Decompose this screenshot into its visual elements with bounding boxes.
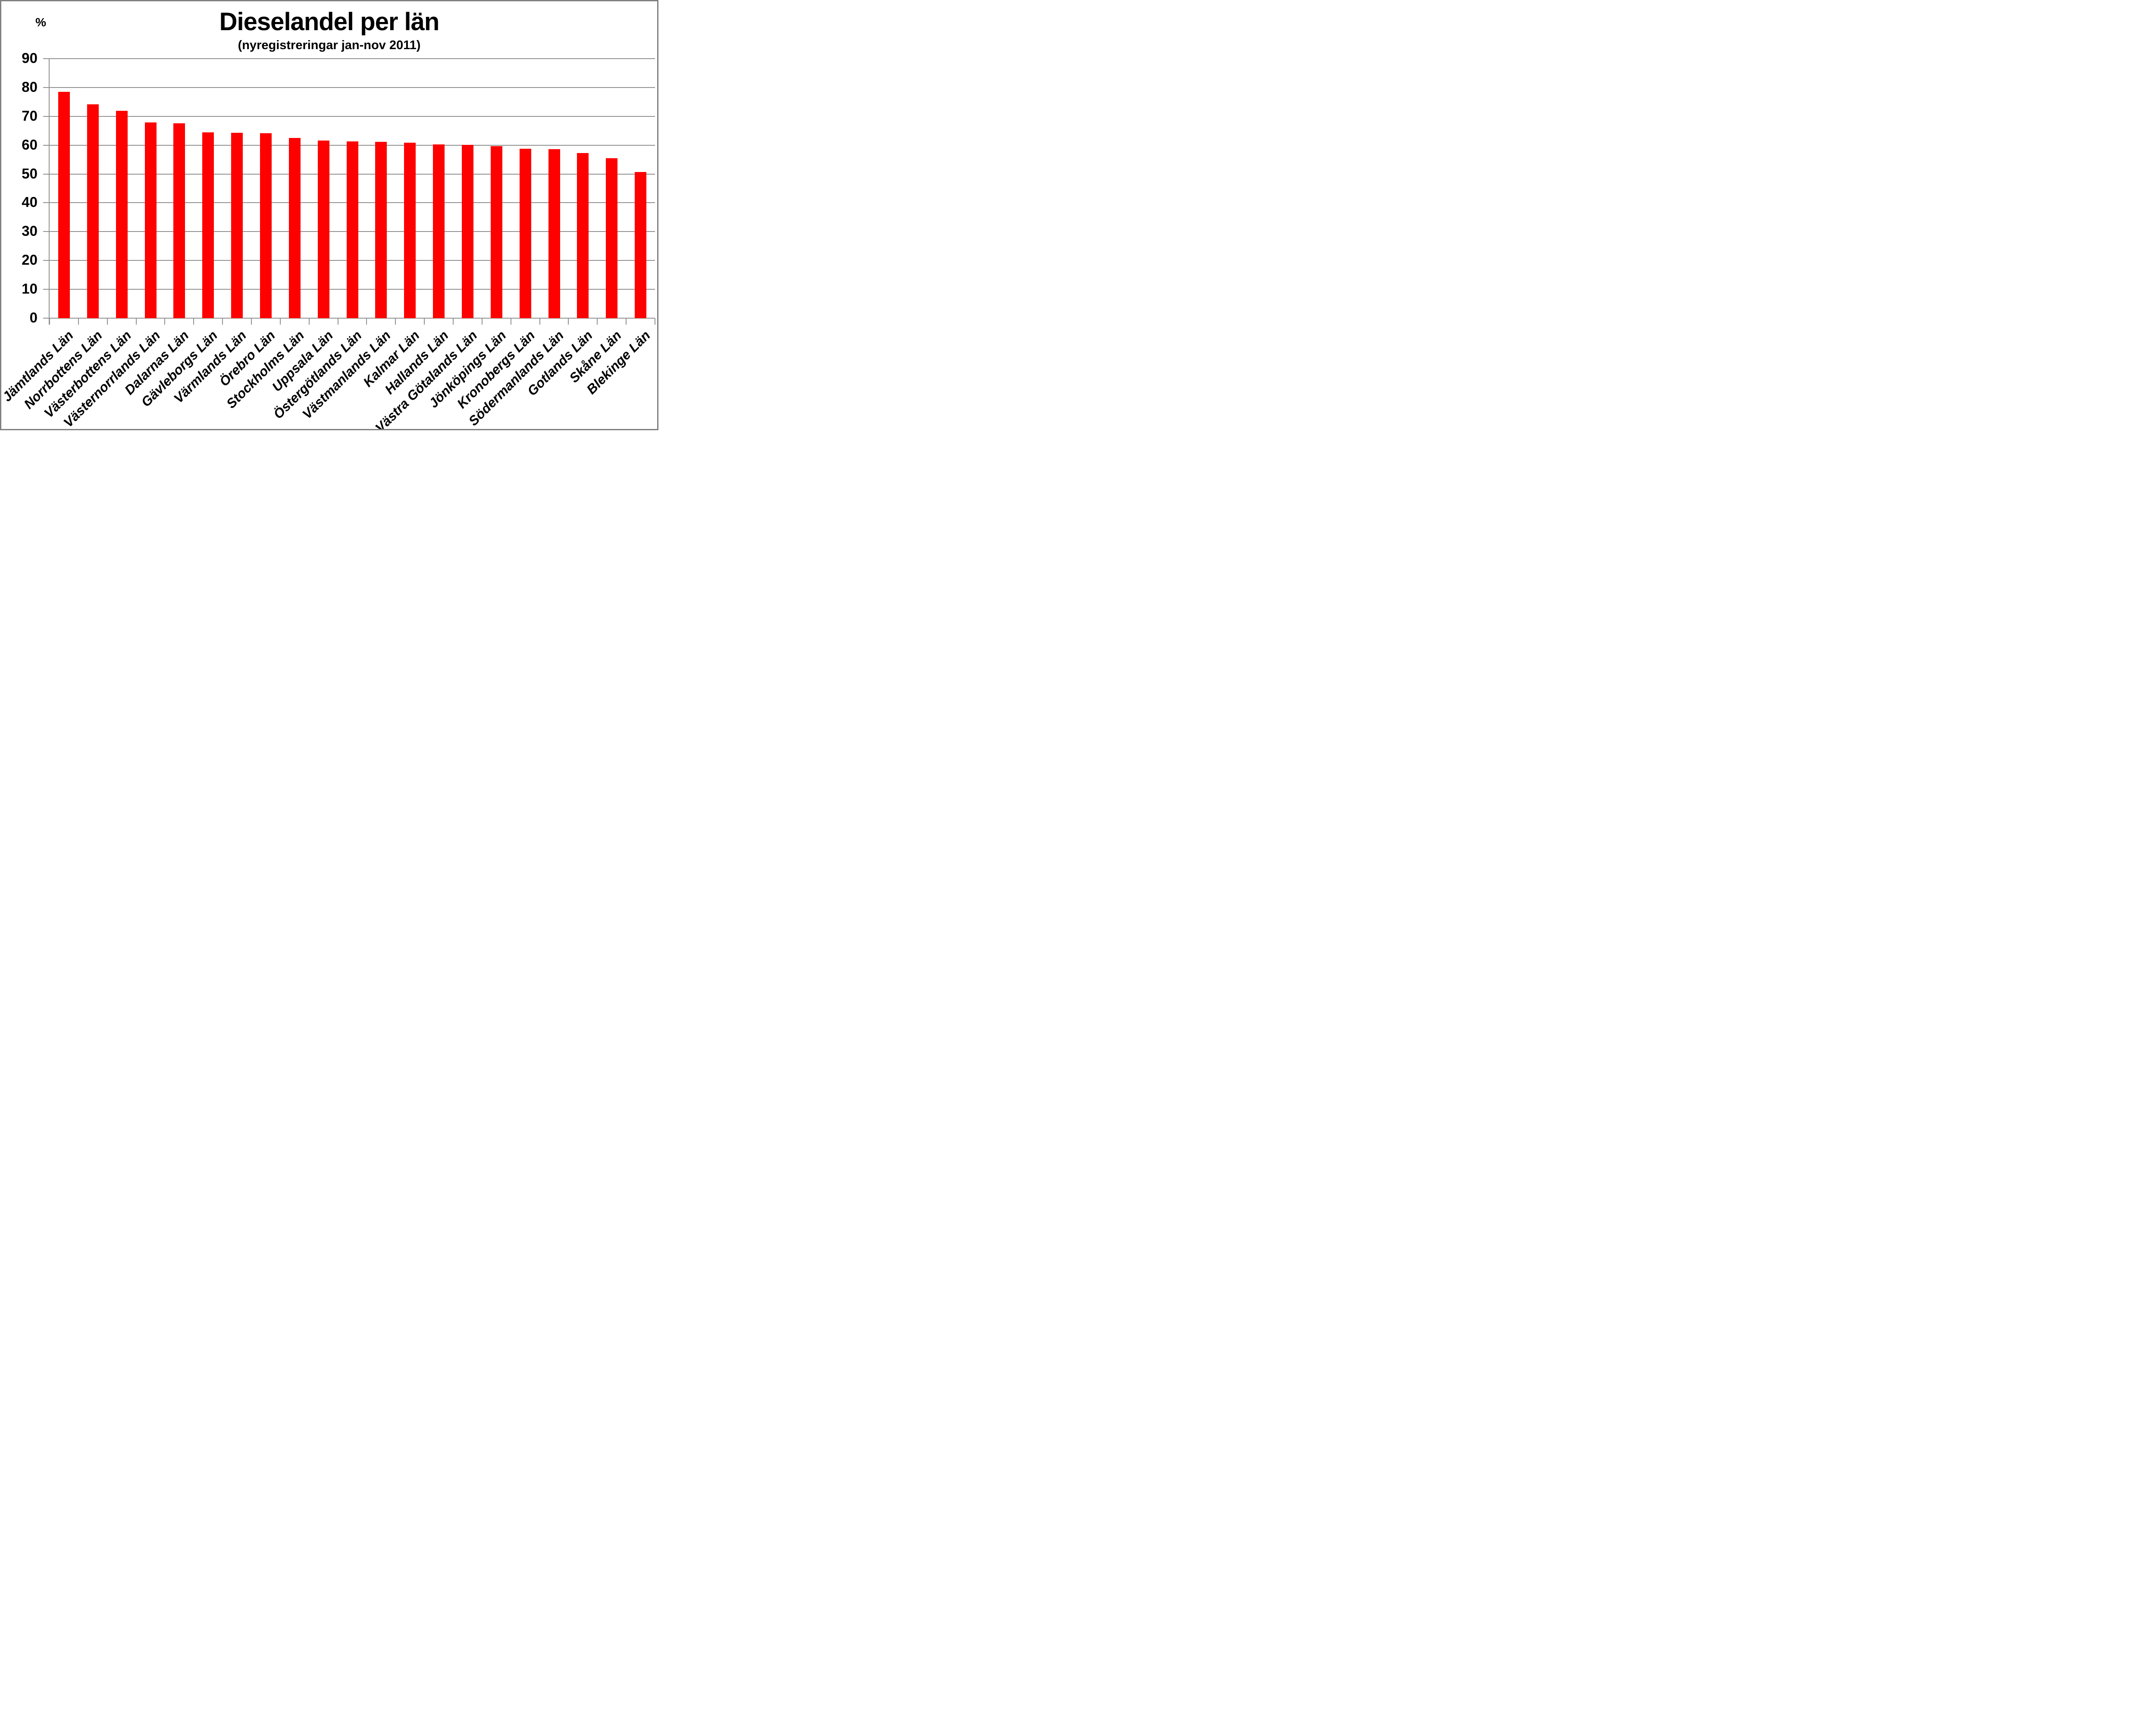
bar-blekinge-l-n [635, 172, 647, 318]
x-tick-2 [107, 318, 108, 325]
gridline-80 [43, 87, 655, 88]
x-tick-20 [626, 318, 627, 325]
bar-hallands-l-n [433, 144, 445, 318]
bar-v-stra-g-talands-l-n [461, 144, 473, 318]
bar-s-dermanlands-l-n [548, 149, 560, 318]
bar-uppsala-l-n [317, 140, 329, 318]
bar-v-sterbottens-l-n [116, 111, 128, 318]
chart-title: Dieselandel per län [219, 8, 440, 36]
x-tick-1 [78, 318, 79, 325]
y-tick-label-40: 40 [22, 194, 38, 210]
x-tick-15 [481, 318, 483, 325]
bar--sterg-tlands-l-n [346, 141, 358, 318]
y-tick-label-30: 30 [22, 223, 38, 239]
y-axis-line [49, 59, 50, 325]
y-tick-label-0: 0 [29, 310, 38, 325]
bar-g-vleborgs-l-n [202, 132, 214, 318]
gridline-90 [43, 58, 655, 59]
x-tick-6 [222, 318, 223, 325]
bar-j-mtlands-l-n [58, 91, 70, 318]
x-tick-19 [597, 318, 598, 325]
x-tick-7 [251, 318, 252, 325]
chart-canvas: Dieselandel per län (nyregistreringar ja… [0, 0, 658, 430]
y-tick-label-70: 70 [22, 107, 38, 124]
x-tick-3 [135, 318, 137, 325]
x-tick-4 [164, 318, 166, 325]
bar-v-rmlands-l-n [231, 132, 243, 318]
x-tick-12 [395, 318, 396, 325]
bar-norrbottens-l-n [87, 104, 99, 318]
x-tick-18 [568, 318, 569, 325]
chart-subtitle: (nyregistreringar jan-nov 2011) [238, 38, 421, 52]
gridline-0 [43, 318, 655, 319]
bar-sk-ne-l-n [606, 158, 618, 318]
gridline-70 [43, 116, 655, 117]
bar-v-stmanlands-l-n [375, 141, 387, 318]
y-tick-label-20: 20 [22, 252, 38, 268]
bar--rebro-l-n [260, 133, 272, 318]
y-tick-label-90: 90 [22, 50, 38, 66]
x-tick-14 [453, 318, 454, 325]
y-axis-unit-label: % [35, 16, 46, 29]
bar-j-nk-pings-l-n [490, 146, 502, 318]
bar-gotlands-l-n [577, 153, 589, 318]
bar-v-sternorrlands-l-n [144, 122, 157, 318]
x-tick-13 [424, 318, 425, 325]
x-tick-5 [193, 318, 194, 325]
x-tick-9 [308, 318, 310, 325]
bar-dalarnas-l-n [173, 123, 185, 318]
y-tick-label-60: 60 [22, 136, 38, 153]
bar-kalmar-l-n [404, 143, 416, 318]
y-tick-label-80: 80 [22, 78, 38, 95]
y-tick-label-10: 10 [22, 281, 38, 297]
bar-stockholms-l-n [288, 138, 301, 318]
x-tick-17 [539, 318, 540, 325]
x-tick-8 [279, 318, 281, 325]
y-tick-label-50: 50 [22, 165, 38, 181]
x-tick-11 [366, 318, 367, 325]
bar-kronobergs-l-n [519, 148, 531, 318]
x-tick-0 [49, 318, 50, 325]
